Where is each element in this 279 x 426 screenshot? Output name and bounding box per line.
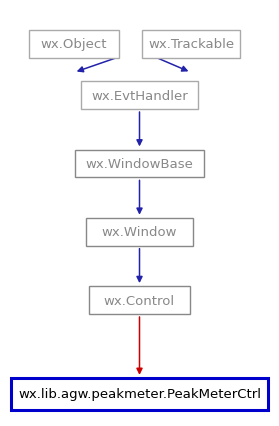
Text: wx.lib.agw.peakmeter.PeakMeterCtrl: wx.lib.agw.peakmeter.PeakMeterCtrl xyxy=(18,388,261,400)
Text: wx.Trackable: wx.Trackable xyxy=(148,38,234,51)
Text: wx.Control: wx.Control xyxy=(104,294,175,307)
FancyBboxPatch shape xyxy=(81,82,198,109)
FancyBboxPatch shape xyxy=(11,378,268,410)
Text: wx.Object: wx.Object xyxy=(41,38,107,51)
Text: wx.Window: wx.Window xyxy=(102,226,177,239)
FancyBboxPatch shape xyxy=(142,31,240,58)
FancyBboxPatch shape xyxy=(89,286,190,314)
FancyBboxPatch shape xyxy=(86,218,193,246)
FancyBboxPatch shape xyxy=(75,150,204,178)
Text: wx.EvtHandler: wx.EvtHandler xyxy=(91,89,188,102)
FancyBboxPatch shape xyxy=(29,31,119,58)
Text: wx.WindowBase: wx.WindowBase xyxy=(86,158,193,170)
